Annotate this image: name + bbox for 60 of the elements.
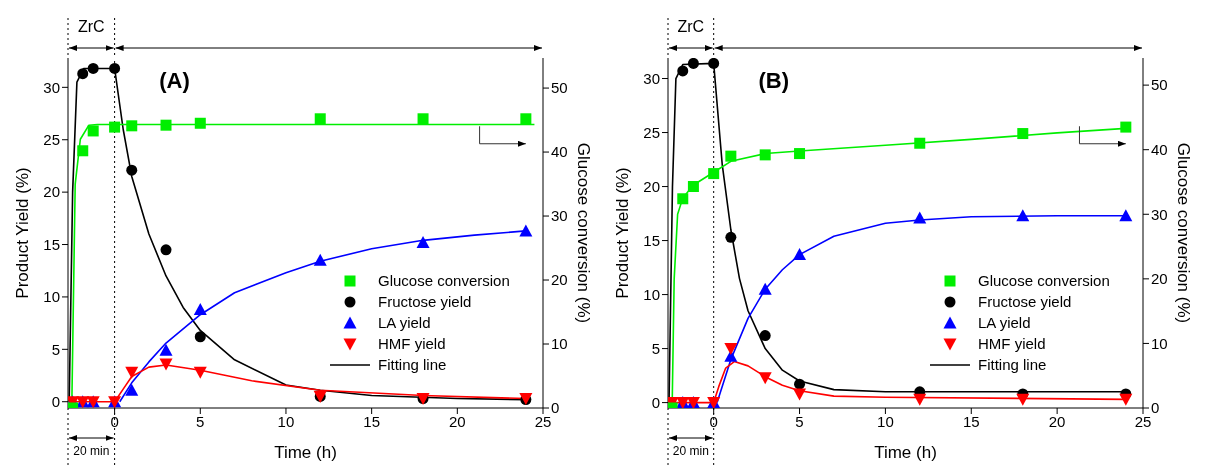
y-tick-label: 30 [643, 69, 660, 87]
x-tick-label: 5 [196, 412, 205, 430]
y-tick-label: 5 [651, 339, 660, 357]
y-tick-label: 20 [643, 177, 660, 195]
y-tick-label: 15 [643, 231, 660, 249]
y2-tick-label: 30 [1151, 205, 1168, 223]
legend-label: HMF yield [978, 335, 1046, 352]
x-tick-label: 0 [709, 412, 718, 430]
x-tick-label: 25 [534, 412, 552, 430]
y-tick-label: 25 [43, 131, 60, 149]
y-tick-label: 10 [43, 288, 60, 306]
y-axis-title: Product Yield (%) [13, 167, 33, 299]
y2-tick-label: 50 [1151, 76, 1168, 94]
y-tick-label: 0 [651, 393, 660, 411]
y-tick-label: 30 [43, 78, 60, 96]
legend-label: Fructose yield [378, 293, 472, 310]
legend-label: LA yield [978, 314, 1031, 331]
x-tick-label: 0 [110, 412, 119, 430]
legend-label: Fitting line [978, 356, 1047, 373]
x-tick-label: 20 [448, 412, 466, 430]
y2-axis-title: Glucose conversion (%) [1173, 142, 1193, 324]
x-tick-label: 10 [277, 412, 295, 430]
y2-tick-label: 0 [1151, 399, 1160, 417]
y-tick-label: 10 [643, 285, 660, 303]
y2-tick-label: 0 [551, 399, 560, 417]
y2-tick-label: 20 [1151, 270, 1168, 288]
y2-tick-label: 40 [551, 143, 568, 161]
y2-tick-label: 40 [1151, 141, 1168, 159]
y-tick-label: 15 [43, 235, 60, 253]
x-axis-title: Time (h) [874, 443, 937, 462]
y2-tick-label: 50 [551, 79, 568, 97]
text: ZrC [77, 18, 105, 35]
x-tick-label: 15 [962, 412, 980, 430]
x-tick-label: 5 [795, 412, 804, 430]
y-axis-title: Product Yield (%) [613, 167, 633, 299]
x-tick-label: 20 [1048, 412, 1066, 430]
legend-label: Glucose conversion [978, 272, 1110, 289]
y-tick-label: 5 [51, 340, 60, 358]
x-tick-label: 25 [1134, 412, 1152, 430]
x-axis-title: Time (h) [274, 443, 337, 462]
y2-tick-label: 10 [551, 335, 568, 353]
y2-axis-title: Glucose conversion (%) [573, 142, 593, 324]
text: 20 min [672, 444, 709, 458]
x-tick-label: 10 [877, 412, 894, 430]
legend-label: LA yield [378, 314, 431, 331]
legend-label: Fructose yield [978, 293, 1072, 310]
y-tick-label: 25 [643, 123, 660, 141]
y2-tick-label: 10 [1151, 334, 1168, 352]
y-tick-label: 0 [51, 393, 60, 411]
y2-tick-label: 30 [551, 207, 568, 225]
text: 20 min [73, 444, 110, 458]
annotation: (B) [758, 68, 790, 93]
legend-label: Fitting line [378, 356, 447, 373]
legend-label: HMF yield [378, 335, 446, 352]
y-tick-label: 20 [43, 183, 60, 201]
y2-tick-label: 20 [551, 271, 568, 289]
annotation: (A) [159, 68, 190, 93]
text: ZrC [677, 18, 705, 35]
legend-label: Glucose conversion [378, 272, 510, 289]
x-tick-label: 15 [363, 412, 380, 430]
